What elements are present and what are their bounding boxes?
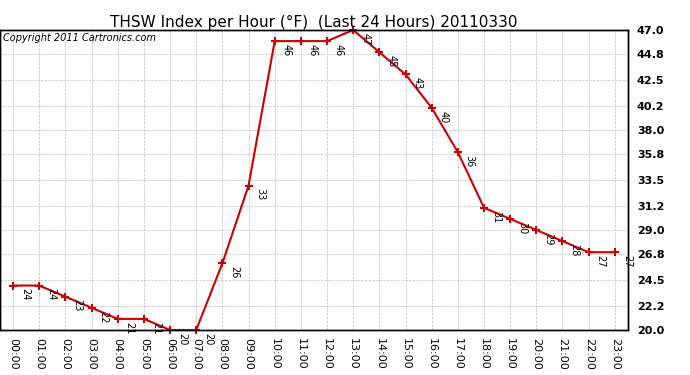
Text: 30: 30	[517, 222, 527, 234]
Text: 20: 20	[203, 333, 213, 345]
Text: 43: 43	[413, 77, 422, 90]
Text: 46: 46	[308, 44, 318, 56]
Text: 27: 27	[595, 255, 606, 267]
Text: 26: 26	[229, 266, 239, 279]
Text: 28: 28	[569, 244, 580, 256]
Text: 31: 31	[491, 210, 501, 223]
Text: 23: 23	[72, 300, 82, 312]
Text: 24: 24	[20, 288, 30, 301]
Text: 45: 45	[386, 55, 396, 68]
Text: THSW Index per Hour (°F)  (Last 24 Hours) 20110330: THSW Index per Hour (°F) (Last 24 Hours)…	[110, 15, 518, 30]
Text: 29: 29	[543, 233, 553, 245]
Text: 46: 46	[282, 44, 292, 56]
Text: 20: 20	[177, 333, 187, 345]
Text: 46: 46	[334, 44, 344, 56]
Text: 24: 24	[46, 288, 56, 301]
Text: 47: 47	[360, 33, 370, 45]
Text: 21: 21	[125, 322, 135, 334]
Text: 33: 33	[255, 188, 266, 201]
Text: 22: 22	[99, 310, 108, 323]
Text: 40: 40	[439, 111, 449, 123]
Text: 21: 21	[151, 322, 161, 334]
Text: 36: 36	[465, 155, 475, 167]
Text: Copyright 2011 Cartronics.com: Copyright 2011 Cartronics.com	[3, 33, 156, 43]
Text: 27: 27	[622, 255, 632, 267]
